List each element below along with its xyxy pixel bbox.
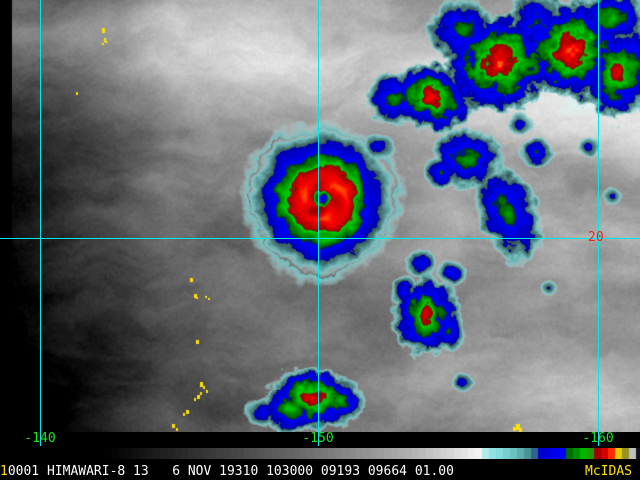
latitude-label-20: 20 (588, 230, 604, 245)
longitude-label-160: -160 (582, 431, 614, 446)
annotation-band: -140 -150 -160 10001 HIMAWARI-8 13 6 NOV… (0, 432, 640, 480)
mcidas-brand-label: McIDAS (585, 464, 632, 479)
status-line: 10001 HIMAWARI-8 13 6 NOV 19310 103000 0… (0, 463, 640, 480)
satellite-image-panel[interactable]: 20 (0, 0, 640, 432)
ir-colorbar (104, 448, 640, 459)
longitude-tick-150 (318, 432, 319, 446)
longitude-tick-140 (40, 432, 41, 446)
longitude-tick-160 (598, 432, 599, 446)
longitude-label-150: -150 (302, 431, 334, 446)
longitude-label-140: -140 (24, 431, 56, 446)
status-frame-number: 1 (0, 464, 8, 479)
status-text: 0001 HIMAWARI-8 13 6 NOV 19310 103000 09… (7, 464, 454, 479)
satellite-image-canvas[interactable] (0, 0, 640, 432)
